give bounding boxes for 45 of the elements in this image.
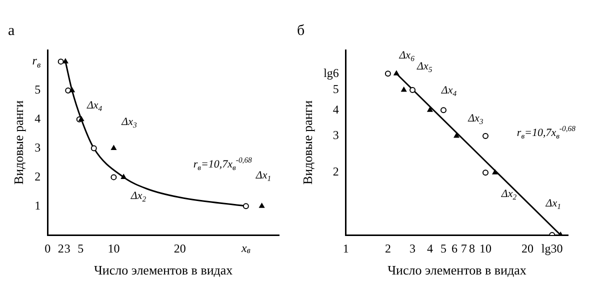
point [242,203,249,210]
y-tick-label: 2 [34,169,41,184]
x-tick-label: xв [240,241,251,256]
x-tick-label: 20 [522,241,534,256]
x-tick-label: 8 [468,241,475,256]
x-tick-label: 1 [342,241,349,256]
point [120,174,126,179]
point [78,116,84,122]
x-tick-label: 20 [174,241,186,256]
x-axis-title: Число элементов в видах [94,262,234,278]
y-tick-label: 1 [34,198,41,212]
x-tick-label: 0 [44,241,51,256]
y-tick-label: 3 [332,128,339,142]
point [259,203,264,208]
y-tick-label: 5 [332,82,339,96]
x-tick-label: 5 [440,241,446,256]
x-axis-title: Число элементов в видах [388,262,527,278]
x-tick-label: 3 [410,241,416,256]
y-tick-label: 4 [332,102,339,116]
x-tick-label: 2 [58,241,64,256]
x-tick-label: 4 [426,241,433,256]
y-tick-label: lg6 [324,66,339,80]
y-tick-label: 2 [332,164,339,179]
x-tick-label: 6 [452,241,458,256]
x-tick-label: 5 [78,241,84,256]
point [69,87,75,92]
point [65,87,72,94]
x-tick-label: 10 [108,241,120,256]
point [90,145,97,152]
point [58,58,64,65]
x-tick-label: 3 [64,241,70,256]
point [111,145,116,150]
point [62,58,68,64]
y-tick-label: 5 [34,82,41,97]
x-tick-label: 7 [460,241,467,256]
y-axis-title: Видовые ранги [11,100,26,185]
y-axis-title: Видовые ранги [300,100,316,185]
x-tick-label: 2 [384,241,391,256]
y-tick-label: 3 [34,140,41,154]
chart-title: а [8,22,15,39]
x-tick-label: lg30 [541,241,563,256]
x-tick-label: 10 [480,241,492,256]
chart-title: б [297,22,305,39]
point [110,174,117,180]
y-tick-label: 4 [34,112,41,126]
